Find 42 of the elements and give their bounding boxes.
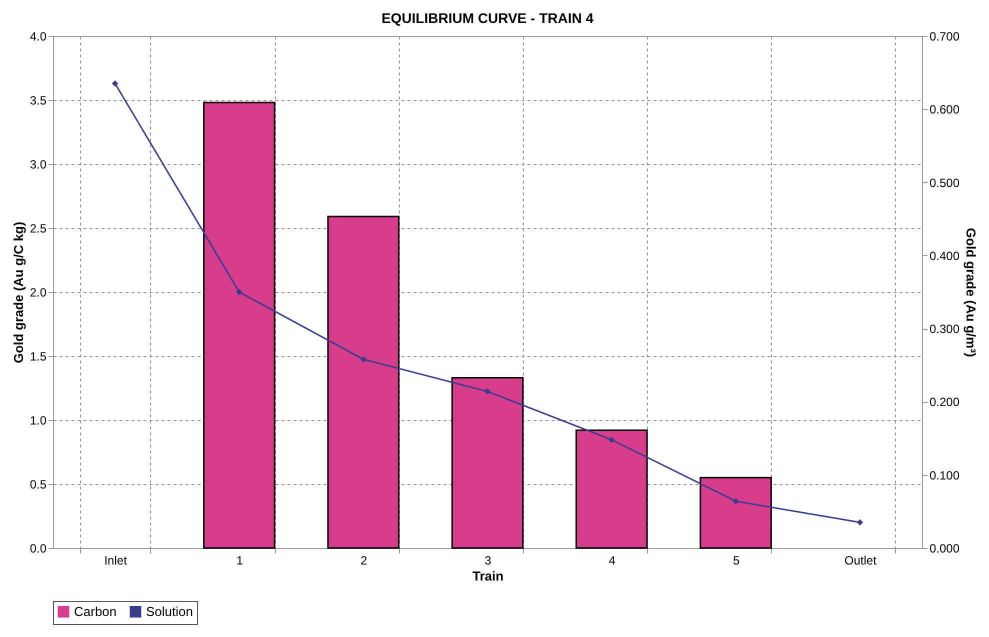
x-tick-label: 1 bbox=[236, 554, 244, 568]
x-tick-label: Outlet bbox=[844, 554, 878, 568]
x-tick-label: Inlet bbox=[104, 554, 128, 568]
point bbox=[360, 356, 367, 362]
x-tick-label: 2 bbox=[360, 554, 368, 568]
y-tick-label: 1.5 bbox=[30, 350, 47, 364]
y2-axis-title: Gold grade (Au g/m³) bbox=[964, 228, 979, 358]
point bbox=[856, 519, 864, 526]
point bbox=[608, 436, 615, 443]
x-axis-title: Train bbox=[472, 568, 504, 584]
point bbox=[112, 80, 118, 87]
x-tick-label: 5 bbox=[732, 554, 740, 568]
chart-title: EQUILIBRIUM CURVE - TRAIN 4 bbox=[381, 10, 594, 26]
point bbox=[484, 388, 491, 395]
y2-tick-label: 0.600 bbox=[930, 102, 960, 117]
bar bbox=[576, 429, 648, 549]
bar bbox=[700, 476, 772, 549]
y-tick-label: 1.0 bbox=[30, 414, 47, 428]
legend-label: Carbon bbox=[74, 604, 117, 619]
legend-label: Solution bbox=[146, 604, 193, 619]
y2-tick-label: 0.300 bbox=[930, 322, 960, 336]
y2-tick-label: 0.500 bbox=[930, 176, 960, 190]
x-tick-label: 4 bbox=[608, 554, 616, 568]
x-tick-label: 3 bbox=[484, 554, 492, 568]
bar bbox=[327, 216, 400, 549]
y-axis-title: Gold grade (Au g/C kg) bbox=[10, 222, 26, 364]
y-tick-label: 4.0 bbox=[30, 30, 47, 44]
y-tick-label: 0.0 bbox=[30, 542, 47, 556]
y2-tick-label: 0.200 bbox=[930, 395, 960, 410]
y-tick-label: 0.5 bbox=[30, 478, 47, 492]
y2-tick-label: 0.100 bbox=[930, 468, 960, 482]
y2-tick-label: 0.400 bbox=[930, 248, 960, 263]
y-tick-label: 3.0 bbox=[30, 158, 47, 172]
point bbox=[732, 498, 739, 504]
y2-tick-label: 0.700 bbox=[930, 30, 960, 44]
bar bbox=[203, 102, 276, 549]
point bbox=[236, 288, 242, 296]
y2-tick-label: 0.000 bbox=[930, 542, 960, 556]
y-tick-label: 3.5 bbox=[30, 94, 47, 108]
y-tick-label: 2.5 bbox=[30, 222, 47, 236]
y-tick-label: 2.0 bbox=[30, 286, 47, 300]
bar bbox=[451, 377, 524, 549]
